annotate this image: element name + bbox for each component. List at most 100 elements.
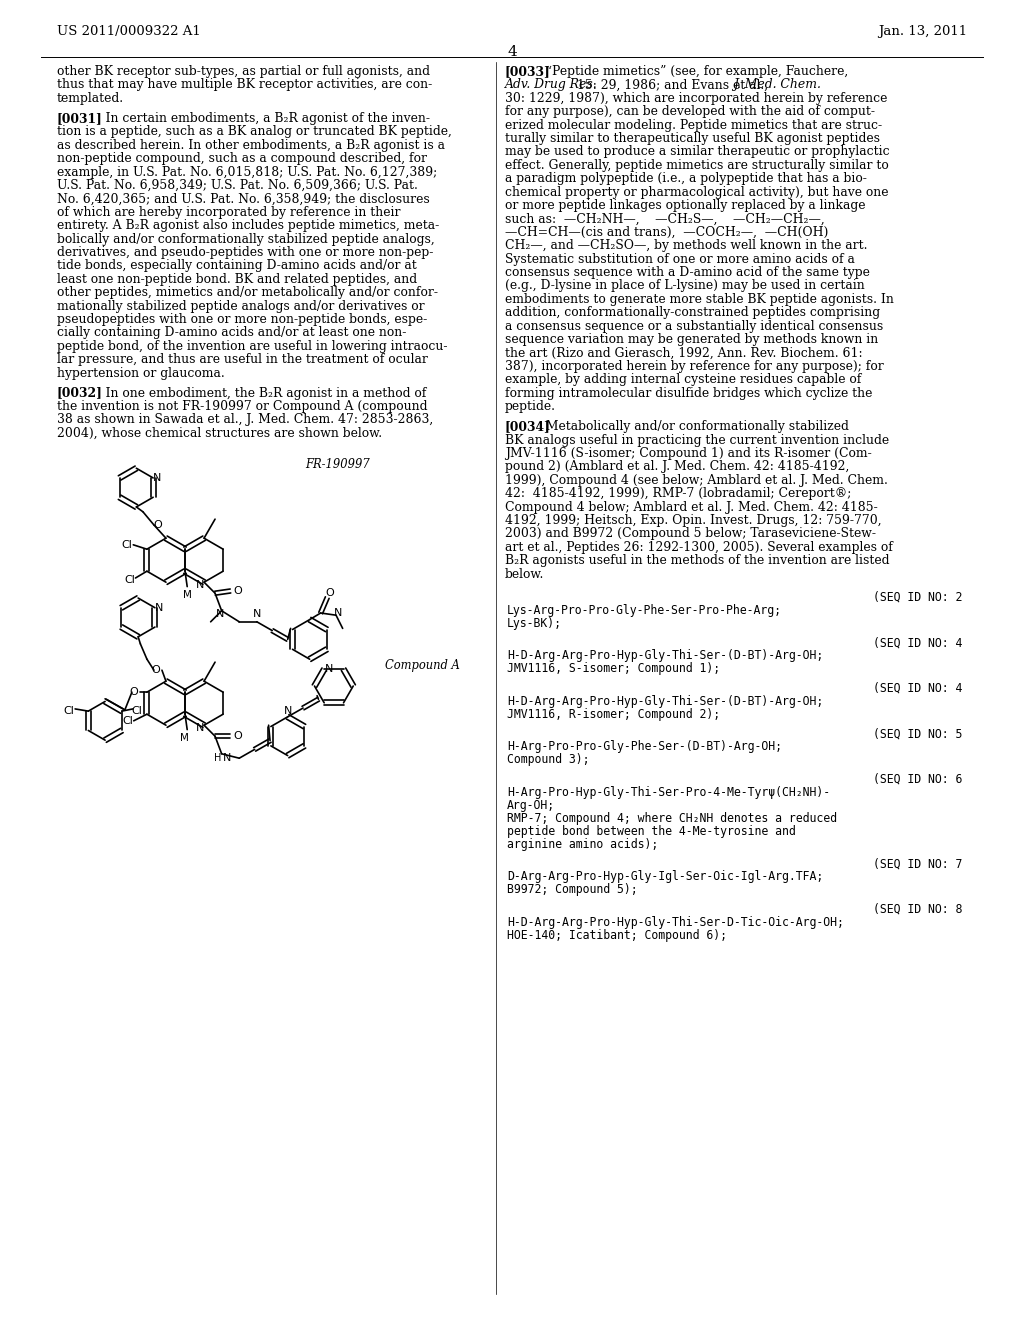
Text: M: M <box>180 733 188 743</box>
Text: other peptides, mimetics and/or metabolically and/or confor-: other peptides, mimetics and/or metaboli… <box>57 286 438 300</box>
Text: N: N <box>155 603 163 612</box>
Text: H-D-Arg-Arg-Pro-Hyp-Gly-Thi-Ser-(D-BT)-Arg-OH;: H-D-Arg-Arg-Pro-Hyp-Gly-Thi-Ser-(D-BT)-A… <box>507 694 823 708</box>
Text: JMV1116, S-isomer; Compound 1);: JMV1116, S-isomer; Compound 1); <box>507 663 720 676</box>
Text: (SEQ ID NO: 4: (SEQ ID NO: 4 <box>872 636 962 649</box>
Text: turally similar to therapeutically useful BK agonist peptides: turally similar to therapeutically usefu… <box>505 132 880 145</box>
Text: CH₂—, and —CH₂SO—, by methods well known in the art.: CH₂—, and —CH₂SO—, by methods well known… <box>505 239 867 252</box>
Text: D-Arg-Arg-Pro-Hyp-Gly-Igl-Ser-Oic-Igl-Arg.TFA;: D-Arg-Arg-Pro-Hyp-Gly-Igl-Ser-Oic-Igl-Ar… <box>507 870 823 883</box>
Text: a paradigm polypeptide (i.e., a polypeptide that has a bio-: a paradigm polypeptide (i.e., a polypept… <box>505 172 867 185</box>
Text: H-D-Arg-Arg-Pro-Hyp-Gly-Thi-Ser-(D-BT)-Arg-OH;: H-D-Arg-Arg-Pro-Hyp-Gly-Thi-Ser-(D-BT)-A… <box>507 649 823 663</box>
Text: (SEQ ID NO: 5: (SEQ ID NO: 5 <box>872 727 962 741</box>
Text: N: N <box>215 609 224 619</box>
Text: hypertension or glaucoma.: hypertension or glaucoma. <box>57 367 224 380</box>
Text: “Peptide mimetics” (see, for example, Fauchere,: “Peptide mimetics” (see, for example, Fa… <box>539 65 849 78</box>
Text: O: O <box>233 586 242 597</box>
Text: 15: 29, 1986; and Evans et al.,: 15: 29, 1986; and Evans et al., <box>572 78 772 91</box>
Text: Lys-Arg-Pro-Pro-Gly-Phe-Ser-Pro-Phe-Arg;: Lys-Arg-Pro-Pro-Gly-Phe-Ser-Pro-Phe-Arg; <box>507 605 782 616</box>
Text: N: N <box>196 723 204 733</box>
Text: 2004), whose chemical structures are shown below.: 2004), whose chemical structures are sho… <box>57 426 382 440</box>
Text: (SEQ ID NO: 6: (SEQ ID NO: 6 <box>872 774 962 785</box>
Text: pseudopeptides with one or more non-peptide bonds, espe-: pseudopeptides with one or more non-pept… <box>57 313 427 326</box>
Text: Cl: Cl <box>63 706 75 717</box>
Text: least one non-peptide bond. BK and related peptides, and: least one non-peptide bond. BK and relat… <box>57 273 417 285</box>
Text: Systematic substitution of one or more amino acids of a: Systematic substitution of one or more a… <box>505 252 855 265</box>
Text: 30: 1229, 1987), which are incorporated herein by reference: 30: 1229, 1987), which are incorporated … <box>505 92 888 104</box>
Text: derivatives, and pseudo-peptides with one or more non-pep-: derivatives, and pseudo-peptides with on… <box>57 246 433 259</box>
Text: (SEQ ID NO: 2: (SEQ ID NO: 2 <box>872 591 962 605</box>
Text: [0032]: [0032] <box>57 387 102 400</box>
Text: In certain embodiments, a B₂R agonist of the inven-: In certain embodiments, a B₂R agonist of… <box>90 112 430 125</box>
Text: tion is a peptide, such as a BK analog or truncated BK peptide,: tion is a peptide, such as a BK analog o… <box>57 125 452 139</box>
Text: below.: below. <box>505 568 545 581</box>
Text: J. Med. Chem.: J. Med. Chem. <box>733 78 821 91</box>
Text: B₂R agonists useful in the methods of the invention are listed: B₂R agonists useful in the methods of th… <box>505 554 890 568</box>
Text: forming intramolecular disulfide bridges which cyclize the: forming intramolecular disulfide bridges… <box>505 387 872 400</box>
Text: 38 as shown in Sawada et al., J. Med. Chem. 47: 2853-2863,: 38 as shown in Sawada et al., J. Med. Ch… <box>57 413 433 426</box>
Text: O: O <box>325 587 334 598</box>
Text: JMV1116, R-isomer; Compound 2);: JMV1116, R-isomer; Compound 2); <box>507 708 720 721</box>
Text: Compound 4 below; Amblard et al. J. Med. Chem. 42: 4185-: Compound 4 below; Amblard et al. J. Med.… <box>505 500 878 513</box>
Text: US 2011/0009322 A1: US 2011/0009322 A1 <box>57 25 201 38</box>
Text: N: N <box>222 752 230 763</box>
Text: example, by adding internal cysteine residues capable of: example, by adding internal cysteine res… <box>505 374 861 387</box>
Text: peptide bond between the 4-Me-tyrosine and: peptide bond between the 4-Me-tyrosine a… <box>507 825 796 838</box>
Text: lar pressure, and thus are useful in the treatment of ocular: lar pressure, and thus are useful in the… <box>57 354 428 366</box>
Text: peptide bond, of the invention are useful in lowering intraocu-: peptide bond, of the invention are usefu… <box>57 339 447 352</box>
Text: O: O <box>233 731 242 742</box>
Text: [0033]: [0033] <box>505 65 551 78</box>
Text: In one embodiment, the B₂R agonist in a method of: In one embodiment, the B₂R agonist in a … <box>90 387 427 400</box>
Text: N: N <box>153 473 162 483</box>
Text: chemical property or pharmacological activity), but have one: chemical property or pharmacological act… <box>505 186 889 198</box>
Text: peptide.: peptide. <box>505 400 556 413</box>
Text: 42:  4185-4192, 1999), RMP-7 (lobradamil; Cereport®;: 42: 4185-4192, 1999), RMP-7 (lobradamil;… <box>505 487 851 500</box>
Text: H-Arg-Pro-Hyp-Gly-Thi-Ser-Pro-4-Me-Tyrψ(CH₂NH)-: H-Arg-Pro-Hyp-Gly-Thi-Ser-Pro-4-Me-Tyrψ(… <box>507 785 830 799</box>
Text: the invention is not FR-190997 or Compound A (compound: the invention is not FR-190997 or Compou… <box>57 400 427 413</box>
Text: a consensus sequence or a substantially identical consensus: a consensus sequence or a substantially … <box>505 319 884 333</box>
Text: effect. Generally, peptide mimetics are structurally similar to: effect. Generally, peptide mimetics are … <box>505 158 889 172</box>
Text: Adv. Drug Res.: Adv. Drug Res. <box>505 78 598 91</box>
Text: (SEQ ID NO: 8: (SEQ ID NO: 8 <box>872 903 962 916</box>
Text: tide bonds, especially containing D-amino acids and/or at: tide bonds, especially containing D-amin… <box>57 259 417 272</box>
Text: thus that may have multiple BK receptor activities, are con-: thus that may have multiple BK receptor … <box>57 78 432 91</box>
Text: (SEQ ID NO: 4: (SEQ ID NO: 4 <box>872 682 962 694</box>
Text: N: N <box>284 706 292 715</box>
Text: mationally stabilized peptide analogs and/or derivatives or: mationally stabilized peptide analogs an… <box>57 300 425 313</box>
Text: N: N <box>253 609 261 619</box>
Text: bolically and/or conformationally stabilized peptide analogs,: bolically and/or conformationally stabil… <box>57 232 435 246</box>
Text: O: O <box>152 665 161 676</box>
Text: No. 6,420,365; and U.S. Pat. No. 6,358,949; the disclosures: No. 6,420,365; and U.S. Pat. No. 6,358,9… <box>57 193 430 206</box>
Text: Metabolically and/or conformationally stabilized: Metabolically and/or conformationally st… <box>539 420 849 433</box>
Text: example, in U.S. Pat. No. 6,015,818; U.S. Pat. No. 6,127,389;: example, in U.S. Pat. No. 6,015,818; U.S… <box>57 165 437 178</box>
Text: N: N <box>196 581 204 590</box>
Text: embodiments to generate more stable BK peptide agonists. In: embodiments to generate more stable BK p… <box>505 293 894 306</box>
Text: erized molecular modeling. Peptide mimetics that are struc-: erized molecular modeling. Peptide mimet… <box>505 119 882 132</box>
Text: O: O <box>154 520 163 531</box>
Text: the art (Rizo and Gierasch, 1992, Ann. Rev. Biochem. 61:: the art (Rizo and Gierasch, 1992, Ann. R… <box>505 346 862 359</box>
Text: for any purpose), can be developed with the aid of comput-: for any purpose), can be developed with … <box>505 106 874 119</box>
Text: Lys-BK);: Lys-BK); <box>507 616 562 630</box>
Text: H: H <box>214 752 221 763</box>
Text: arginine amino acids);: arginine amino acids); <box>507 838 658 851</box>
Text: Compound A: Compound A <box>385 659 460 672</box>
Text: or more peptide linkages optionally replaced by a linkage: or more peptide linkages optionally repl… <box>505 199 865 213</box>
Text: [0034]: [0034] <box>505 420 551 433</box>
Text: RMP-7; Compound 4; where CH₂NH denotes a reduced: RMP-7; Compound 4; where CH₂NH denotes a… <box>507 812 837 825</box>
Text: JMV-1116 (S-isomer; Compound 1) and its R-isomer (Com-: JMV-1116 (S-isomer; Compound 1) and its … <box>505 447 871 459</box>
Text: may be used to produce a similar therapeutic or prophylactic: may be used to produce a similar therape… <box>505 145 890 158</box>
Text: 2003) and B9972 (Compound 5 below; Taraseviciene-Stew-: 2003) and B9972 (Compound 5 below; Taras… <box>505 527 876 540</box>
Text: H-D-Arg-Arg-Pro-Hyp-Gly-Thi-Ser-D-Tic-Oic-Arg-OH;: H-D-Arg-Arg-Pro-Hyp-Gly-Thi-Ser-D-Tic-Oi… <box>507 916 844 929</box>
Text: Compound 3);: Compound 3); <box>507 754 590 767</box>
Text: other BK receptor sub-types, as partial or full agonists, and: other BK receptor sub-types, as partial … <box>57 65 430 78</box>
Text: consensus sequence with a D-amino acid of the same type: consensus sequence with a D-amino acid o… <box>505 267 869 279</box>
Text: art et al., Peptides 26: 1292-1300, 2005). Several examples of: art et al., Peptides 26: 1292-1300, 2005… <box>505 541 893 553</box>
Text: as described herein. In other embodiments, a B₂R agonist is a: as described herein. In other embodiment… <box>57 139 445 152</box>
Text: FR-190997: FR-190997 <box>305 458 370 471</box>
Text: of which are hereby incorporated by reference in their: of which are hereby incorporated by refe… <box>57 206 400 219</box>
Text: Arg-OH;: Arg-OH; <box>507 799 555 812</box>
Text: cially containing D-amino acids and/or at least one non-: cially containing D-amino acids and/or a… <box>57 326 407 339</box>
Text: Cl: Cl <box>124 576 135 585</box>
Text: non-peptide compound, such as a compound described, for: non-peptide compound, such as a compound… <box>57 152 427 165</box>
Text: [0031]: [0031] <box>57 112 102 125</box>
Text: H-Arg-Pro-Pro-Gly-Phe-Ser-(D-BT)-Arg-OH;: H-Arg-Pro-Pro-Gly-Phe-Ser-(D-BT)-Arg-OH; <box>507 741 782 754</box>
Text: templated.: templated. <box>57 92 124 104</box>
